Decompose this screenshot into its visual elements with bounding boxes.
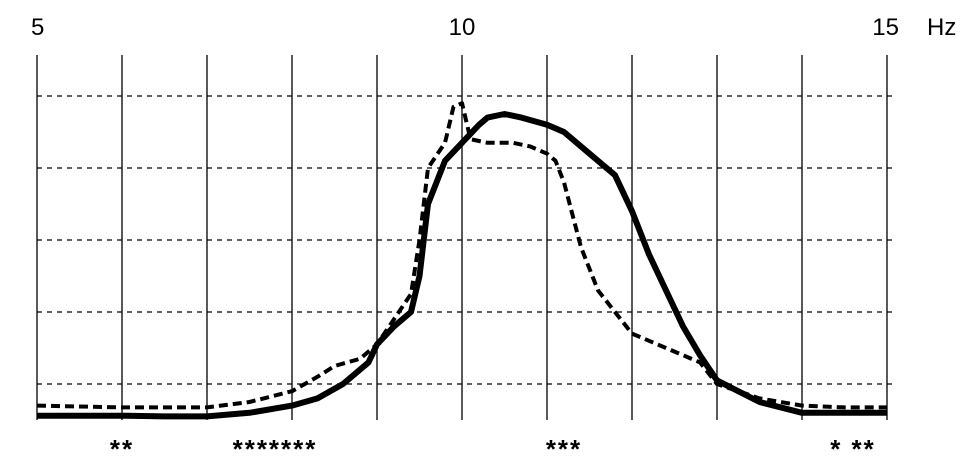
significance-marker-1: *******: [233, 434, 318, 461]
x-unit-label: Hz: [927, 14, 956, 41]
significance-markers: ** ******* *** * **: [110, 434, 876, 461]
grid: [36, 55, 897, 420]
series-layer: [36, 101, 887, 420]
significance-marker-0: **: [110, 434, 134, 461]
x-tick-labels: 5 10 15: [31, 14, 899, 41]
x-tick-label-10: 10: [449, 14, 476, 41]
x-tick-label-15: 15: [872, 14, 899, 41]
dashed-series-line: [36, 101, 887, 410]
significance-marker-2: ***: [546, 434, 582, 461]
solid-series-line: [37, 111, 887, 420]
significance-marker-3: * **: [830, 434, 876, 461]
x-tick-label-5: 5: [31, 14, 44, 41]
